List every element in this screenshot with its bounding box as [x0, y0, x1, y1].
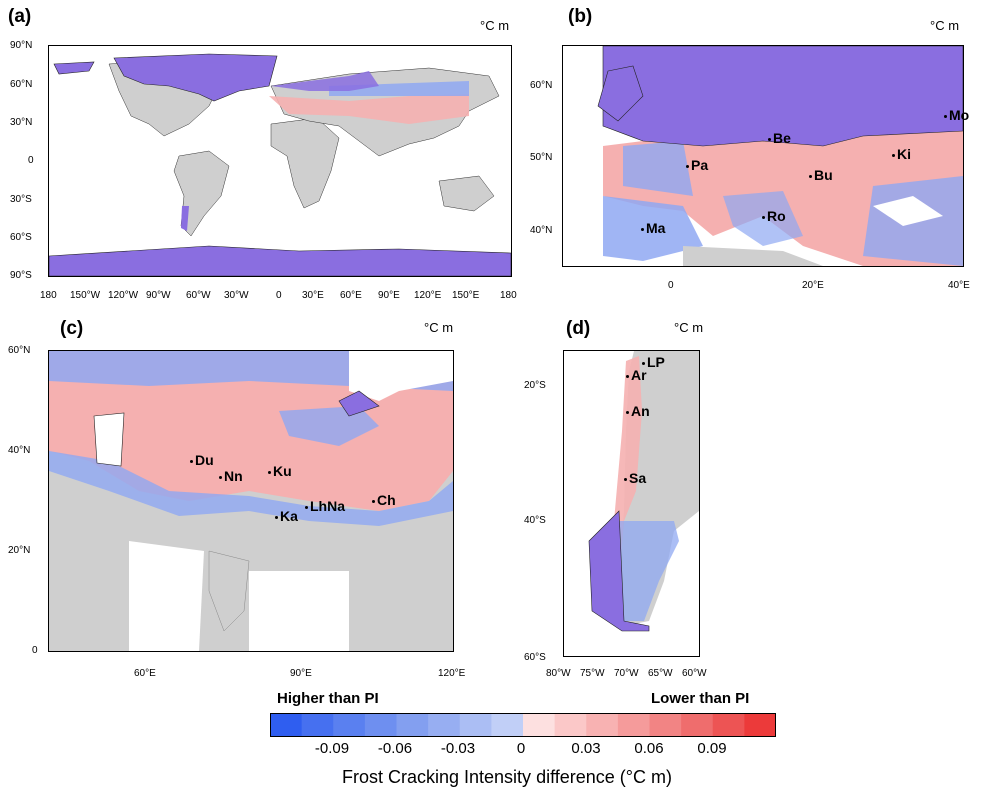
panel-d-unit: °C m	[674, 320, 704, 335]
d-lon-tick: 75°W	[580, 668, 605, 679]
b-lon-tick: 40°E	[948, 280, 970, 291]
city-label: Mo	[944, 107, 969, 123]
city-label: Ki	[892, 146, 911, 162]
city-label: Ka	[275, 508, 298, 524]
panel-c-label: (c)	[60, 318, 84, 339]
colorbar-cell	[681, 713, 714, 737]
city-label: LhNa	[305, 498, 345, 514]
colorbar-tick: 0	[516, 740, 526, 757]
a-lon-tick: 150°W	[70, 290, 101, 301]
a-lon-tick: 90°W	[146, 290, 171, 301]
city-label: Ma	[641, 220, 665, 236]
panel-a-label: (a)	[8, 6, 32, 27]
colorbar-cell	[554, 713, 587, 737]
panel-c-unit: °C m	[424, 320, 454, 335]
a-lon-tick: 90°E	[378, 290, 400, 301]
world-map	[49, 46, 511, 276]
city-label: An	[626, 403, 650, 419]
c-lat-tick: 60°N	[8, 345, 31, 356]
a-lat-tick: 90°N	[10, 40, 33, 51]
c-lat-tick: 40°N	[8, 445, 31, 456]
d-lat-tick: 20°S	[524, 380, 546, 391]
b-lon-tick: 20°E	[802, 280, 824, 291]
c-lat-tick: 0	[32, 645, 38, 656]
colorbar-cell	[301, 713, 334, 737]
colorbar-cells	[270, 713, 776, 737]
city-label: Ku	[268, 463, 292, 479]
colorbar-cell	[649, 713, 682, 737]
colorbar-cell	[491, 713, 524, 737]
b-lat-tick: 40°N	[530, 225, 553, 236]
d-lon-tick: 80°W	[546, 668, 571, 679]
c-lat-tick: 20°N	[8, 545, 31, 556]
d-lon-tick: 60°W	[682, 668, 707, 679]
city-label: Bu	[809, 167, 833, 183]
city-label: Ro	[762, 208, 786, 224]
a-lon-tick: 30°E	[302, 290, 324, 301]
city-label: LP	[642, 354, 665, 370]
b-lon-tick: 0	[668, 280, 674, 291]
colorbar-tick: -0.06	[377, 740, 413, 757]
c-lon-tick: 60°E	[134, 668, 156, 679]
colorbar-cell	[712, 713, 745, 737]
d-lat-tick: 40°S	[524, 515, 546, 526]
colorbar-cell	[333, 713, 366, 737]
c-lon-tick: 90°E	[290, 668, 312, 679]
a-lon-tick: 120°W	[108, 290, 139, 301]
a-lon-tick: 60°E	[340, 290, 362, 301]
b-lat-tick: 60°N	[530, 80, 553, 91]
colorbar	[270, 713, 776, 737]
a-lat-tick: 90°S	[10, 270, 32, 281]
colorbar-tick: 0.03	[571, 740, 601, 757]
panel-b-label: (b)	[568, 6, 593, 27]
colorbar-cell	[396, 713, 429, 737]
colorbar-left-title: Higher than PI	[277, 690, 379, 707]
panel-a-unit: °C m	[480, 18, 510, 33]
a-lat-tick: 60°N	[10, 79, 33, 90]
a-lat-tick: 0	[28, 155, 34, 166]
b-lat-tick: 50°N	[530, 152, 553, 163]
d-lon-tick: 70°W	[614, 668, 639, 679]
colorbar-cell	[459, 713, 492, 737]
colorbar-tick: 0.06	[634, 740, 664, 757]
panel-a-map	[48, 45, 512, 277]
a-lat-tick: 30°N	[10, 117, 33, 128]
a-lat-tick: 60°S	[10, 232, 32, 243]
colorbar-cell	[744, 713, 776, 737]
colorbar-tick: -0.03	[440, 740, 476, 757]
a-lon-tick: 180	[40, 290, 57, 301]
a-lon-tick: 30°W	[224, 290, 249, 301]
city-label: Sa	[624, 470, 646, 486]
colorbar-cell	[586, 713, 619, 737]
south-america-map	[564, 351, 699, 656]
city-label: Ch	[372, 492, 396, 508]
colorbar-cell	[270, 713, 303, 737]
panel-d-label: (d)	[566, 318, 591, 339]
city-label: Be	[768, 130, 791, 146]
panel-b-unit: °C m	[930, 18, 960, 33]
colorbar-tick: 0.09	[697, 740, 727, 757]
a-lon-tick: 180	[500, 290, 517, 301]
colorbar-cell	[523, 713, 556, 737]
city-label: Pa	[686, 157, 708, 173]
a-lat-tick: 30°S	[10, 194, 32, 205]
a-lon-tick: 120°E	[414, 290, 442, 301]
a-lon-tick: 60°W	[186, 290, 211, 301]
colorbar-cell	[364, 713, 398, 737]
colorbar-cell	[617, 713, 651, 737]
d-lat-tick: 60°S	[524, 652, 546, 663]
panel-d-map	[563, 350, 700, 657]
colorbar-tick: -0.09	[314, 740, 350, 757]
city-label: Du	[190, 452, 214, 468]
d-lon-tick: 65°W	[648, 668, 673, 679]
city-label: Ar	[626, 367, 647, 383]
colorbar-cell	[428, 713, 461, 737]
city-label: Nn	[219, 468, 243, 484]
a-lon-tick: 0	[276, 290, 282, 301]
c-lon-tick: 120°E	[438, 668, 466, 679]
colorbar-title: Frost Cracking Intensity difference (°C …	[342, 767, 672, 787]
colorbar-right-title: Lower than PI	[651, 690, 750, 707]
a-lon-tick: 150°E	[452, 290, 480, 301]
